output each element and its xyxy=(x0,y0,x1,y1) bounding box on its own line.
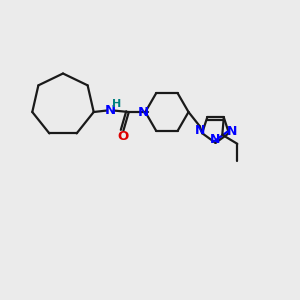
Text: N: N xyxy=(210,133,221,146)
Text: N: N xyxy=(105,104,116,117)
Text: N: N xyxy=(227,125,238,138)
Text: N: N xyxy=(138,106,149,118)
Text: H: H xyxy=(112,99,122,109)
Text: N: N xyxy=(194,124,205,137)
Text: O: O xyxy=(118,130,129,143)
